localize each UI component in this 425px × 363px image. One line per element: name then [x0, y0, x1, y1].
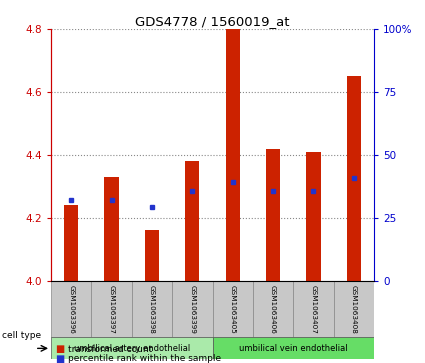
Bar: [51, 337, 212, 359]
Bar: [172, 281, 212, 337]
Text: GSM1063396: GSM1063396: [68, 285, 74, 334]
Bar: [293, 281, 334, 337]
Text: transformed count: transformed count: [68, 345, 152, 354]
Bar: [306, 152, 320, 281]
Text: GSM1063399: GSM1063399: [189, 285, 196, 334]
Text: umbilical artery endothelial: umbilical artery endothelial: [74, 344, 190, 353]
Text: umbilical vein endothelial: umbilical vein endothelial: [239, 344, 348, 353]
Bar: [51, 281, 91, 337]
Bar: [132, 281, 172, 337]
Title: GDS4778 / 1560019_at: GDS4778 / 1560019_at: [135, 15, 290, 28]
Text: GSM1063397: GSM1063397: [108, 285, 115, 334]
Bar: [253, 281, 293, 337]
Bar: [334, 281, 374, 337]
Bar: [105, 177, 119, 281]
Bar: [212, 337, 374, 359]
Bar: [347, 76, 361, 281]
Bar: [145, 231, 159, 281]
Text: GSM1063407: GSM1063407: [310, 285, 317, 334]
Text: percentile rank within the sample: percentile rank within the sample: [68, 354, 221, 363]
Text: GSM1063398: GSM1063398: [149, 285, 155, 334]
Bar: [226, 29, 240, 281]
Text: cell type: cell type: [2, 331, 41, 340]
Text: ■: ■: [55, 354, 65, 363]
Bar: [266, 148, 280, 281]
Text: GSM1063406: GSM1063406: [270, 285, 276, 334]
Bar: [185, 161, 199, 281]
Bar: [64, 205, 78, 281]
Text: GSM1063405: GSM1063405: [230, 285, 236, 334]
Text: GSM1063408: GSM1063408: [351, 285, 357, 334]
Text: ■: ■: [55, 344, 65, 354]
Bar: [91, 281, 132, 337]
Bar: [212, 281, 253, 337]
